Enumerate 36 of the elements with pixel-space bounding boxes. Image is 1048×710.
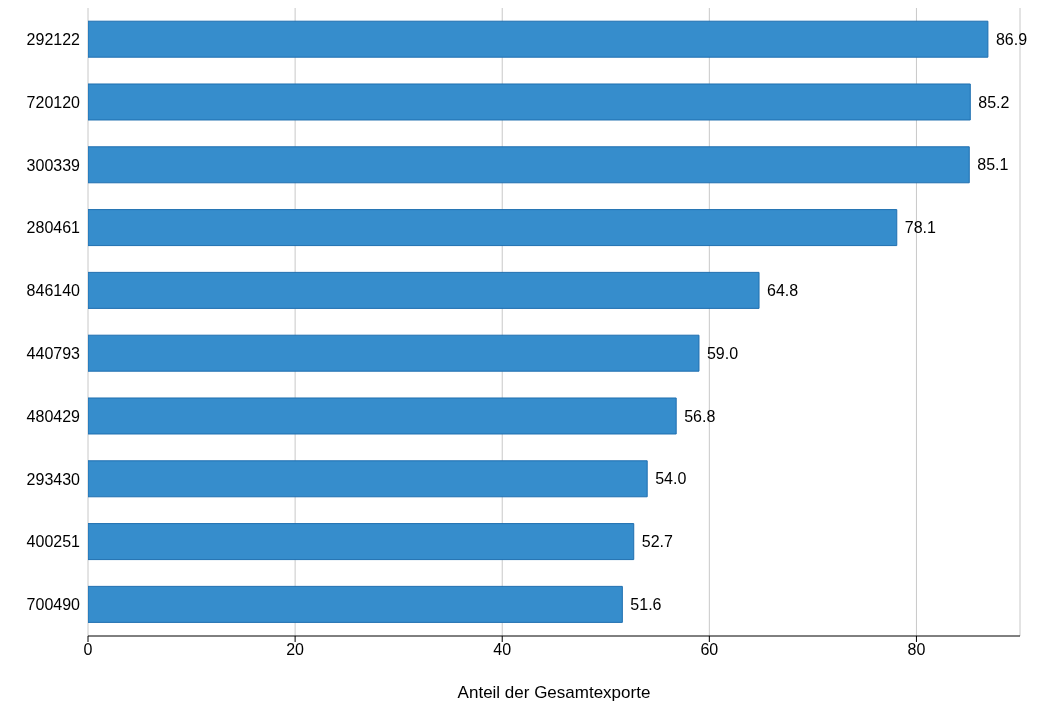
bar: [88, 209, 898, 247]
bar: [88, 397, 677, 435]
x-tick-label: 0: [83, 641, 93, 659]
data-label: 51.6: [630, 596, 662, 614]
y-tick-label: 293430: [26, 470, 81, 488]
bar: [88, 585, 623, 623]
bar: [88, 20, 989, 58]
bar: [88, 460, 648, 498]
y-tick-label: 846140: [26, 282, 81, 300]
x-tick-label: 80: [907, 641, 926, 659]
data-label: 85.1: [977, 156, 1009, 174]
bar: [88, 83, 971, 121]
x-tick-label: 20: [286, 641, 305, 659]
y-tick-label: 440793: [26, 345, 81, 363]
y-tick-label: 292122: [26, 31, 81, 49]
data-label: 78.1: [904, 219, 937, 237]
data-label: 59.0: [706, 344, 739, 362]
data-label: 52.7: [641, 533, 673, 551]
data-label: 86.9: [995, 30, 1028, 48]
bar: [88, 271, 760, 309]
data-label: 56.8: [684, 407, 716, 425]
bar: [88, 334, 700, 372]
x-axis-title: Anteil der Gesamtexporte: [457, 683, 651, 702]
y-tick-label: 280461: [26, 219, 81, 237]
data-label: 64.8: [767, 282, 799, 300]
bar: [88, 146, 970, 184]
x-tick-label: 40: [493, 641, 512, 659]
bar: [88, 523, 635, 561]
x-tick-label: 60: [700, 641, 719, 659]
y-tick-label: 400251: [26, 533, 81, 551]
y-tick-label: 300339: [26, 156, 81, 174]
y-tick-label: 480429: [26, 407, 81, 425]
data-label: 54.0: [655, 470, 687, 488]
y-tick-label: 720120: [26, 93, 81, 111]
data-label: 85.2: [978, 93, 1010, 111]
y-tick-label: 700490: [26, 596, 81, 614]
